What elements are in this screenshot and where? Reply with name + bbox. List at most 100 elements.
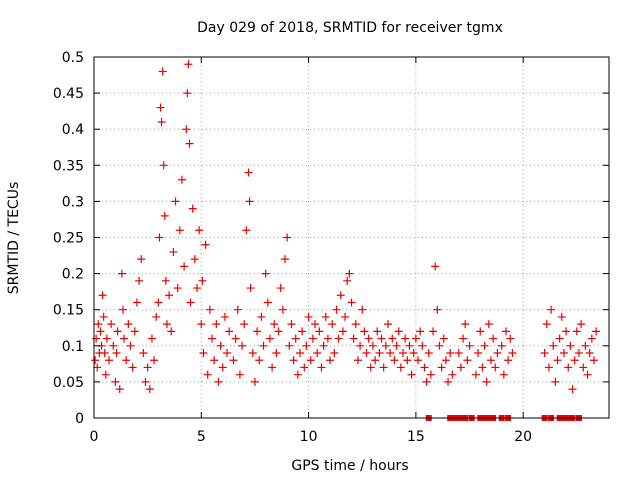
data-point: [383, 320, 392, 329]
data-point: [195, 226, 204, 235]
data-point: [493, 349, 502, 358]
data-point: [336, 291, 345, 300]
data-point: [444, 377, 453, 386]
data-point: [96, 327, 105, 336]
data-point: [135, 276, 144, 285]
data-point: [193, 284, 201, 293]
data-point: [300, 363, 309, 372]
data-point: [268, 363, 277, 372]
data-point: [107, 320, 116, 329]
x-tick-label: 5: [197, 429, 206, 445]
data-point: [112, 349, 121, 358]
data-point: [150, 356, 159, 365]
data-point: [308, 334, 317, 343]
data-point: [489, 334, 498, 343]
y-tick-label: 0.2: [62, 267, 84, 283]
data-point: [420, 363, 429, 372]
data-point: [551, 377, 560, 386]
data-point: [306, 356, 315, 365]
data-point: [405, 341, 414, 350]
data-point: [368, 341, 377, 350]
data-point: [272, 349, 281, 358]
x-tick-label: 10: [300, 429, 318, 445]
data-point: [212, 320, 221, 329]
data-point: [259, 341, 268, 350]
data-point: [186, 298, 195, 307]
data-point: [223, 349, 232, 358]
data-point: [592, 327, 601, 336]
data-point: [381, 341, 390, 350]
data-point: [160, 211, 169, 220]
y-axis-label: SRMTID / TECUs: [6, 182, 22, 295]
data-point: [184, 60, 193, 69]
data-point: [214, 377, 223, 386]
data-point: [373, 327, 382, 336]
y-tick-label: 0.1: [62, 339, 84, 355]
data-point: [145, 385, 154, 394]
data-point: [431, 262, 440, 271]
data-point: [298, 327, 307, 336]
x-tick-label: 20: [514, 429, 532, 445]
data-point: [242, 226, 251, 235]
data-point: [562, 327, 571, 336]
data-point: [409, 349, 418, 358]
data-point: [343, 276, 352, 285]
data-point: [506, 334, 515, 343]
data-point: [198, 276, 207, 285]
data-point: [317, 363, 326, 372]
data-point: [141, 377, 150, 386]
data-point: [203, 370, 212, 379]
data-point: [321, 312, 330, 321]
data-point: [285, 341, 294, 350]
data-point: [581, 341, 590, 350]
data-point: [287, 320, 296, 329]
data-point: [585, 349, 594, 358]
data-point: [326, 356, 335, 365]
data-point: [162, 320, 171, 329]
data-points: [91, 60, 601, 421]
data-point: [390, 356, 399, 365]
data-point: [471, 370, 480, 379]
data-point: [504, 356, 513, 365]
data-point: [216, 341, 225, 350]
y-tick-label: 0.45: [53, 86, 84, 102]
data-point: [156, 103, 165, 112]
data-point: [375, 349, 384, 358]
data-point: [205, 305, 214, 314]
x-tick-label: 15: [407, 429, 425, 445]
data-point: [240, 320, 249, 329]
data-point: [351, 320, 360, 329]
data-point: [139, 349, 148, 358]
data-point: [274, 327, 283, 336]
data-point: [540, 349, 549, 358]
data-point: [94, 320, 103, 329]
data-point: [566, 341, 575, 350]
data-point: [218, 363, 227, 372]
data-point: [113, 327, 122, 336]
data-point: [253, 327, 262, 336]
data-point: [418, 341, 427, 350]
data-point: [117, 269, 126, 278]
data-point: [499, 370, 508, 379]
data-point: [388, 334, 397, 343]
data-point: [366, 363, 375, 372]
data-point: [334, 334, 343, 343]
data-point: [549, 341, 558, 350]
data-point: [175, 226, 184, 235]
data-point: [137, 255, 146, 264]
data-point: [124, 320, 133, 329]
data-point: [484, 320, 493, 329]
data-point: [465, 341, 474, 350]
data-point: [347, 298, 356, 307]
data-point: [572, 327, 581, 336]
data-point: [429, 327, 438, 336]
y-tick-label: 0.5: [62, 50, 84, 66]
data-point: [414, 356, 423, 365]
data-point: [476, 327, 485, 336]
data-point: [482, 377, 491, 386]
data-point: [276, 284, 285, 293]
data-point: [349, 334, 358, 343]
y-tick-label: 0.35: [53, 158, 84, 174]
data-point: [158, 67, 167, 76]
data-point: [356, 341, 365, 350]
